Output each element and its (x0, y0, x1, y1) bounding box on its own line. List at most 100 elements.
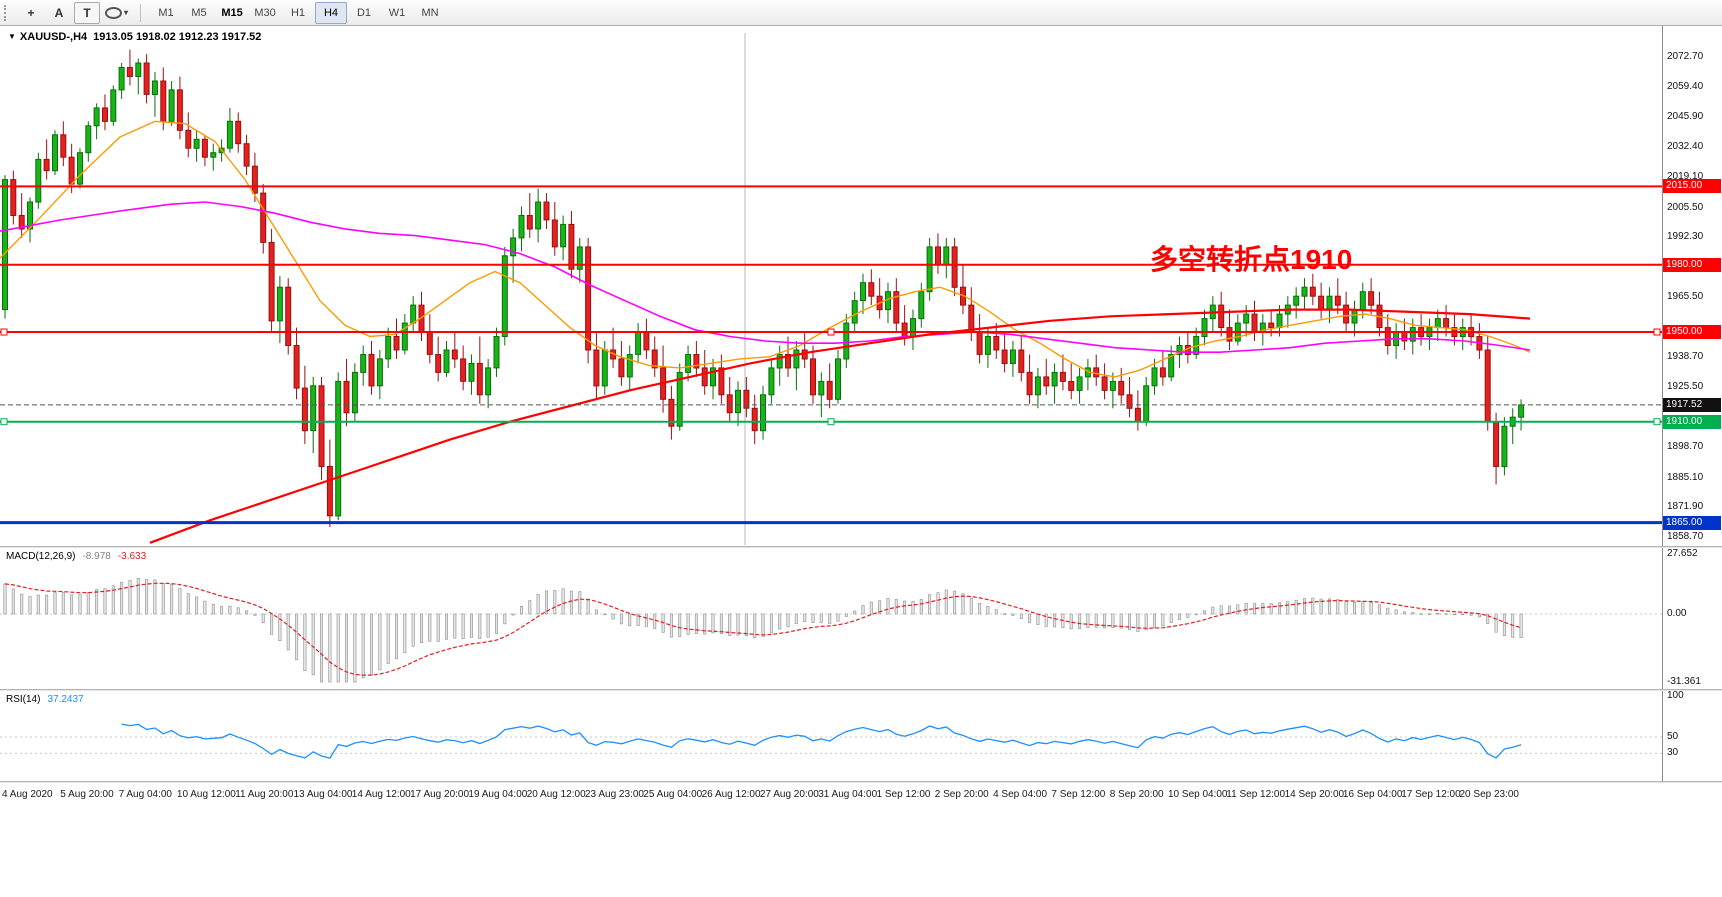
panel-separator[interactable] (0, 689, 1722, 691)
price-tag-1865.00: 1865.00 (1663, 515, 1721, 530)
price-axis-label: 1898.70 (1667, 441, 1704, 453)
text-label-tool-button[interactable]: T (74, 1, 100, 24)
line-handle[interactable] (1653, 418, 1661, 426)
time-axis-label: 11 Sep 12:00 (1226, 789, 1286, 800)
time-axis-label: 4 Sep 04:00 (993, 789, 1048, 800)
macd-panel-canvas[interactable] (0, 548, 1662, 688)
time-axis-label: 23 Aug 23:00 (585, 789, 644, 800)
time-axis-label: 16 Sep 04:00 (1342, 789, 1403, 800)
line-handle[interactable] (827, 418, 835, 426)
ellipse-shape-icon (105, 6, 122, 19)
price-axis-label: 1885.10 (1667, 471, 1704, 483)
time-axis-label: 19 Aug 04:00 (468, 789, 528, 800)
line-handle[interactable] (0, 418, 8, 426)
ohlc-values: 1913.05 1918.02 1912.23 1917.52 (93, 31, 262, 43)
timeframes-toolbar: M1 M5 M15 M30 H1 H4 D1 W1 MN (150, 1, 446, 24)
price-axis-label: 1965.50 (1667, 291, 1704, 303)
price-axis-label: 2019.10 (1667, 171, 1704, 183)
panel-separator[interactable] (0, 546, 1722, 548)
line-handle[interactable] (1653, 328, 1661, 336)
price-axis-label: 2072.70 (1667, 50, 1704, 62)
moving-average-slow (149, 308, 1531, 544)
text-tool-button[interactable]: A (54, 5, 64, 20)
macd-histogram (3, 577, 1523, 683)
time-axis-label: 7 Sep 12:00 (1051, 789, 1106, 800)
time-axis-label: 20 Aug 12:00 (526, 789, 586, 800)
time-axis-label: 10 Aug 12:00 (176, 789, 236, 800)
macd-main-value: -8.978 (82, 551, 111, 562)
macd-axis-label: 27.652 (1667, 548, 1698, 560)
timeframe-button-H4[interactable]: H4 (315, 1, 348, 24)
candlesticks (2, 49, 1525, 528)
time-axis-label: 11 Aug 20:00 (235, 789, 294, 800)
price-tag-2015.00: 2015.00 (1663, 179, 1721, 194)
rsi-value: 37.2437 (47, 694, 84, 705)
time-axis-label: 2 Sep 20:00 (934, 789, 989, 800)
time-axis-label: 13 Aug 04:00 (293, 789, 353, 800)
chart-window: ▼ XAUUSD-,H4 1913.05 1918.02 1912.23 1917.… (0, 26, 1722, 812)
dropdown-arrow-icon: ▾ (124, 8, 129, 17)
price-axis-label: 1925.50 (1667, 380, 1704, 392)
text-annotation[interactable]: 多空转折点1910 (1150, 244, 1353, 275)
time-axis[interactable]: 4 Aug 2020 5 Aug 20:00 7 Aug 04:00 10 Aug 1… (0, 783, 1722, 812)
rsi-axis-label: 100 (1667, 690, 1684, 701)
shapes-dropdown-button[interactable]: ▾ (102, 2, 131, 24)
time-axis-label: 17 Sep 12:00 (1401, 789, 1461, 800)
rsi-line (121, 723, 1522, 759)
price-axis-label: 2059.40 (1667, 80, 1704, 92)
timeframe-button-M15[interactable]: M15 (221, 6, 243, 19)
moving-average-fast (0, 120, 1531, 378)
toolbar-separator (140, 3, 142, 22)
timeframe-button-M5[interactable]: M5 (191, 6, 207, 19)
time-axis-label: 5 Aug 20:00 (60, 789, 114, 800)
rsi-panel-canvas[interactable] (0, 692, 1662, 780)
macd-indicator-label: MACD(12,26,9) -8.978 -3.633 (6, 551, 146, 562)
timeframe-button-D1[interactable]: D1 (356, 6, 372, 19)
time-axis-label: 31 Aug 04:00 (818, 789, 878, 800)
macd-axis-label: 0.00 (1667, 608, 1687, 619)
price-tag-1910.00: 1910.00 (1663, 414, 1721, 429)
rsi-axis-label: 50 (1667, 731, 1679, 742)
price-axis-label: 1858.70 (1667, 530, 1704, 542)
line-handle[interactable] (827, 328, 835, 336)
price-axis-label: 1871.90 (1667, 501, 1704, 513)
price-axis-label: 2032.40 (1667, 141, 1704, 153)
time-axis-label: 14 Aug 12:00 (351, 789, 411, 800)
timeframe-button-MN[interactable]: MN (421, 6, 439, 19)
crosshair-tool-button[interactable]: + (27, 5, 35, 20)
price-axis-label: 1938.70 (1667, 351, 1704, 363)
moving-average-mid (0, 201, 1531, 353)
macd-name: MACD(12,26,9) (6, 551, 76, 562)
toolbar-grip[interactable] (4, 4, 11, 21)
price-axis-label: 2045.90 (1667, 111, 1704, 123)
rsi-axis-label: 30 (1667, 747, 1679, 759)
macd-signal-value: -3.633 (117, 551, 147, 562)
time-axis-label: 8 Sep 20:00 (1109, 789, 1164, 800)
time-axis-label: 14 Sep 20:00 (1284, 789, 1345, 800)
time-axis-label: 25 Aug 04:00 (643, 789, 703, 800)
timeframe-button-H1[interactable]: H1 (290, 6, 306, 19)
price-axis-label: 1992.30 (1667, 231, 1704, 243)
time-axis-label: 4 Aug 2020 (2, 789, 53, 800)
rsi-indicator-label: RSI(14) 37.2437 (6, 694, 84, 705)
time-axis-label: 10 Sep 04:00 (1168, 789, 1228, 800)
macd-signal-line (4, 582, 1522, 676)
time-axis-label: 26 Aug 12:00 (701, 789, 761, 800)
toolbar: + A T ▾ M1 M5 M15 M30 H1 H4 D1 W1 MN (0, 0, 1722, 26)
timeframe-button-W1[interactable]: W1 (388, 6, 406, 19)
macd-axis-label: -31.361 (1667, 676, 1701, 688)
timeframe-button-M1[interactable]: M1 (158, 6, 174, 19)
chart-title: ▼ XAUUSD-,H4 1913.05 1918.02 1912.23 1917.… (8, 31, 261, 43)
timeframe-button-M30[interactable]: M30 (254, 6, 276, 19)
price-tag-1980.00: 1980.00 (1663, 257, 1721, 272)
line-handle[interactable] (0, 328, 8, 336)
panel-separator[interactable] (0, 781, 1722, 783)
time-axis-label: 7 Aug 04:00 (118, 789, 172, 800)
line-studies-toolbar: + A T ▾ (18, 1, 131, 24)
current-price-tag: 1917.52 (1663, 397, 1721, 412)
rsi-name: RSI(14) (6, 694, 41, 705)
time-axis-label: 20 Sep 23:00 (1459, 789, 1520, 800)
chart-menu-arrow-icon[interactable]: ▼ (8, 32, 16, 41)
main-chart-canvas[interactable] (0, 26, 1662, 547)
